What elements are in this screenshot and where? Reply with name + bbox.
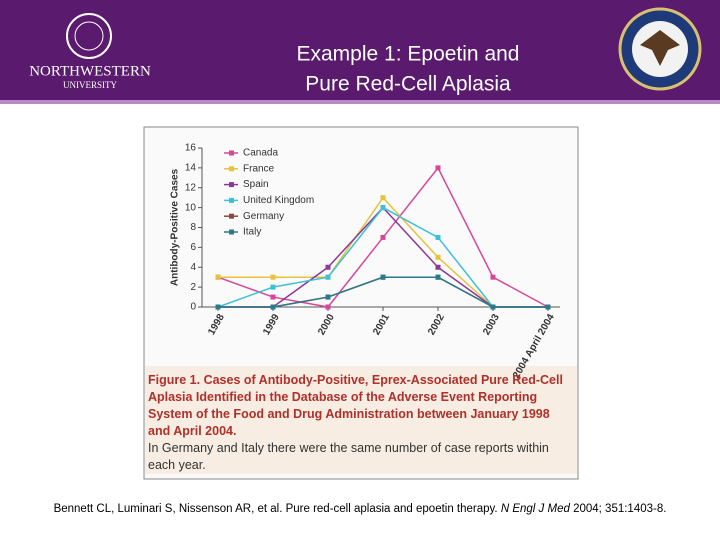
- series-marker: [215, 304, 221, 310]
- university-seal: [66, 13, 112, 59]
- series-marker: [435, 274, 441, 280]
- series-marker: [325, 304, 331, 310]
- legend-label: France: [243, 163, 275, 174]
- header-band: [0, 0, 720, 100]
- y-tick-label: 16: [185, 143, 197, 154]
- caption-band: [145, 366, 577, 474]
- y-axis-label: Antibody-Positive Cases: [170, 168, 181, 286]
- y-tick-label: 12: [185, 182, 197, 193]
- series-marker: [545, 304, 551, 310]
- citation-journal: N Engl J Med: [500, 503, 570, 515]
- series-marker: [270, 294, 276, 300]
- y-tick-label: 0: [190, 302, 196, 313]
- y-tick-label: 6: [190, 242, 196, 253]
- university-name: NORTHWESTERN: [29, 63, 151, 79]
- header-rule: [0, 100, 720, 104]
- series-marker: [380, 234, 386, 240]
- y-tick-label: 10: [185, 202, 197, 213]
- series-marker: [325, 264, 331, 270]
- slide-title: Pure Red-Cell Aplasia: [305, 73, 511, 96]
- series-marker: [380, 195, 386, 201]
- series-marker: [270, 284, 276, 290]
- series-marker: [380, 205, 386, 211]
- legend-marker: [229, 150, 234, 156]
- legend-label: Germany: [243, 211, 284, 222]
- series-marker: [435, 254, 441, 260]
- university-sub: UNIVERSITY: [63, 80, 117, 90]
- series-marker: [435, 264, 441, 270]
- y-tick-label: 4: [190, 262, 196, 273]
- citation-details: 2004; 351:1403-8.: [573, 503, 667, 515]
- legend-label: United Kingdom: [243, 195, 314, 206]
- slide-title: Example 1: Epoetin and: [297, 43, 520, 66]
- series-marker: [435, 234, 441, 240]
- series-marker: [270, 274, 276, 280]
- series-marker: [490, 304, 496, 310]
- series-marker: [215, 274, 221, 280]
- university-seal-inner: [74, 21, 104, 51]
- y-tick-label: 8: [190, 222, 196, 233]
- legend-marker: [229, 182, 234, 188]
- figure-caption: Figure 1. Cases of Antibody-Positive, Ep…: [148, 372, 573, 474]
- citation-authors: Bennett CL, Luminari S, Nissenson AR, et…: [53, 503, 498, 515]
- legend-label: Spain: [243, 179, 269, 190]
- caption-text: In Germany and Italy there were the same…: [148, 441, 549, 472]
- y-tick-label: 14: [185, 163, 197, 174]
- y-tick-label: 2: [190, 282, 196, 293]
- citation: Bennett CL, Luminari S, Nissenson AR, et…: [0, 503, 720, 515]
- legend-marker: [229, 166, 234, 172]
- legend-label: Italy: [243, 227, 261, 238]
- series-marker: [435, 165, 441, 171]
- series-marker: [270, 304, 276, 310]
- legend-marker: [229, 229, 234, 235]
- legend-marker: [229, 213, 234, 219]
- legend-marker: [229, 197, 234, 203]
- legend-label: Canada: [243, 148, 278, 159]
- caption-title: Figure 1. Cases of Antibody-Positive, Ep…: [148, 373, 563, 438]
- series-marker: [325, 274, 331, 280]
- va-eagle: [640, 30, 680, 66]
- series-marker: [490, 274, 496, 280]
- series-marker: [325, 294, 331, 300]
- series-marker: [380, 274, 386, 280]
